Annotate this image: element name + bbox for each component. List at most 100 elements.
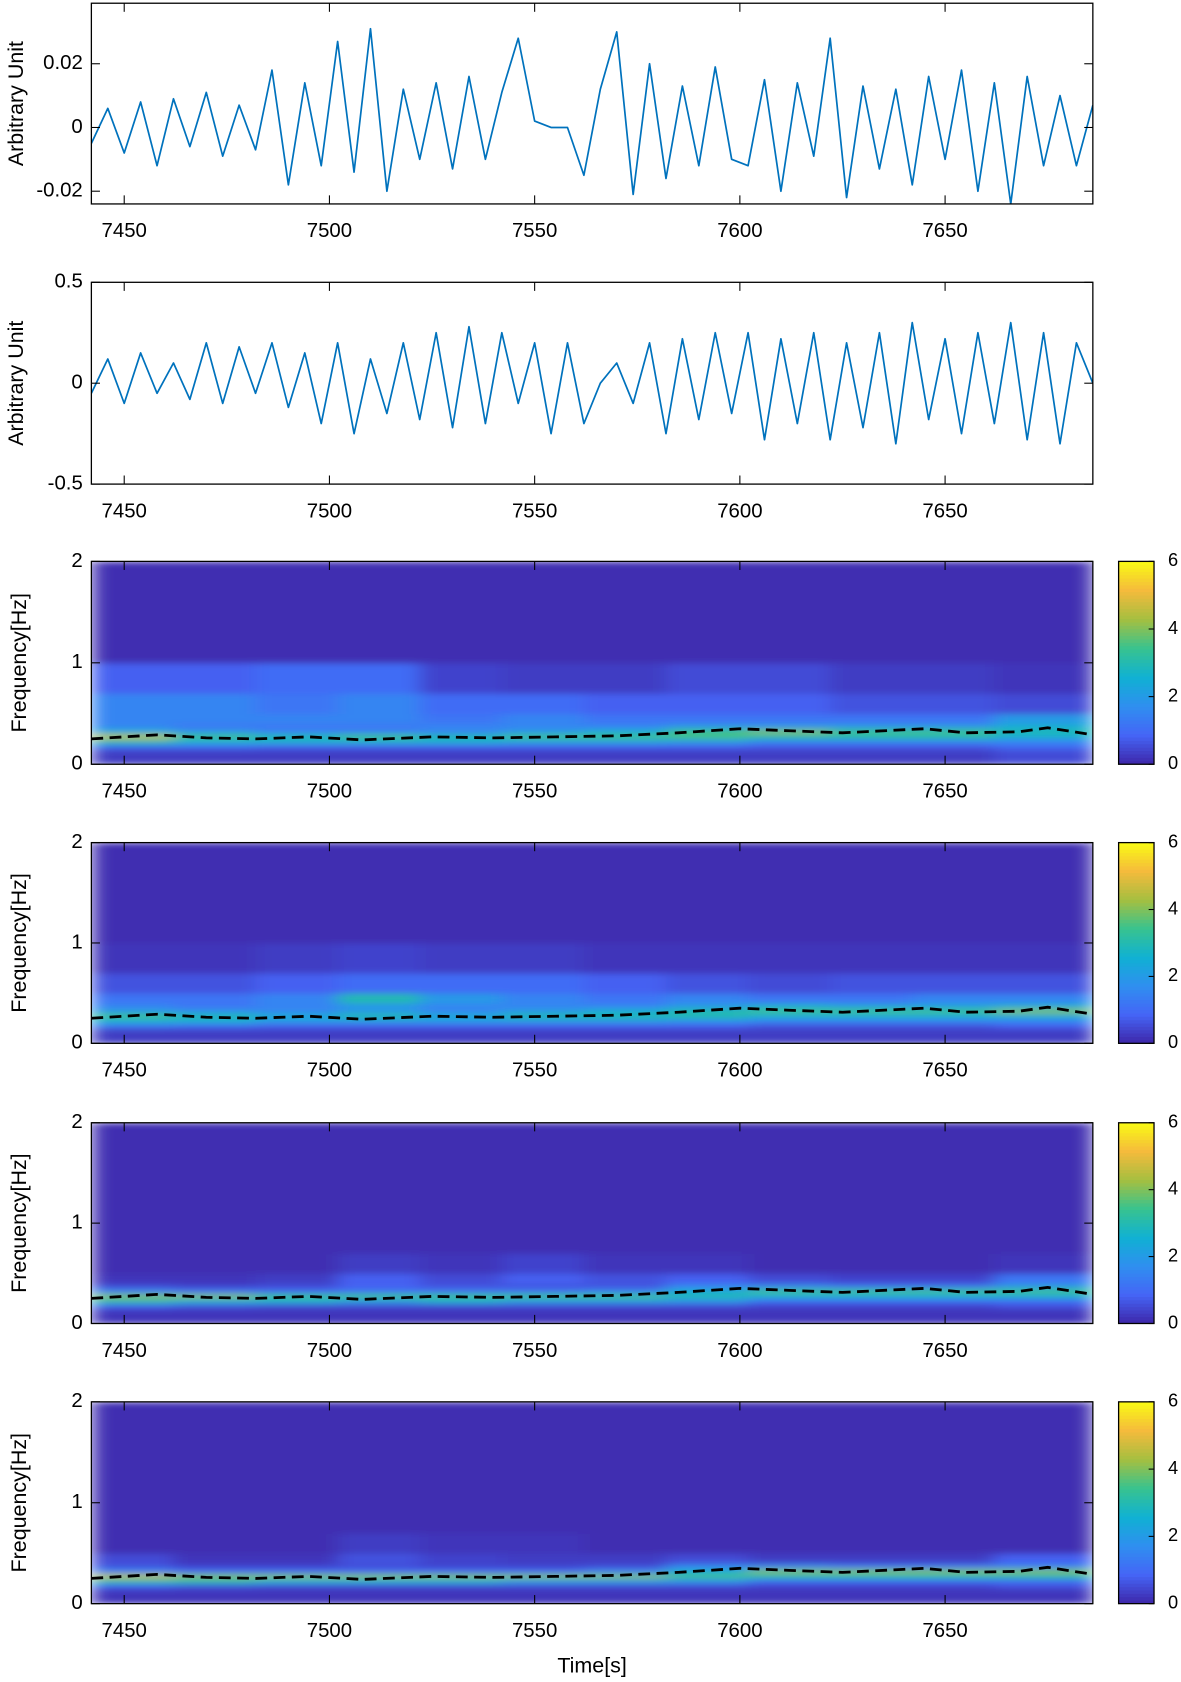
heatmap-cell bbox=[994, 1003, 1093, 1009]
heatmap-cell bbox=[501, 728, 585, 735]
colorbar-stripe bbox=[1118, 659, 1155, 664]
heatmap-cell bbox=[994, 1018, 1093, 1024]
heatmap-cell bbox=[91, 1563, 174, 1569]
colorbar-stripe bbox=[1118, 1522, 1155, 1527]
heatmap-cell bbox=[501, 743, 585, 750]
colorbar-stripe bbox=[1118, 1229, 1155, 1234]
colorbar-stripe bbox=[1118, 1536, 1155, 1541]
heatmap-cell bbox=[337, 1588, 421, 1604]
heatmap-cell bbox=[912, 1502, 995, 1534]
heatmap-cell bbox=[583, 693, 667, 715]
colorbar-stripe bbox=[1118, 1458, 1155, 1463]
heatmap-cell bbox=[337, 1028, 421, 1044]
heatmap-cell bbox=[748, 1013, 831, 1019]
colorbar-stripe bbox=[1118, 757, 1155, 762]
heatmap-cell bbox=[748, 693, 831, 715]
colorbar-stripe bbox=[1118, 986, 1155, 991]
heatmap-cell bbox=[91, 942, 174, 974]
x-tick-label: 7500 bbox=[307, 500, 352, 522]
colorbar-stripe bbox=[1118, 733, 1155, 738]
heatmap-cell bbox=[91, 1588, 174, 1604]
heatmap-cell bbox=[583, 1502, 667, 1534]
y-tick-label: 2 bbox=[71, 1111, 82, 1133]
heatmap-cell bbox=[255, 1401, 339, 1504]
heatmap-cell bbox=[419, 1018, 503, 1024]
heatmap-cell bbox=[583, 973, 667, 994]
heatmap-cell bbox=[337, 1573, 421, 1579]
heatmap-cell bbox=[255, 693, 339, 715]
heatmap-cell bbox=[912, 973, 995, 994]
heatmap-cell bbox=[501, 1563, 585, 1569]
y-tick-label: 1 bbox=[71, 931, 82, 953]
panel: 0 2 4 6 7450 7500 7550 7600 7650 0 1 2 Frequency[Hz] bbox=[7, 1111, 1178, 1362]
heatmap-cell bbox=[994, 713, 1093, 725]
heatmap-cell bbox=[255, 942, 339, 974]
heatmap-cell bbox=[91, 1298, 174, 1304]
heatmap-cell bbox=[255, 1303, 339, 1309]
heatmap-cell bbox=[501, 1588, 585, 1604]
heatmap-cell bbox=[748, 1298, 831, 1304]
colorbar-stripe bbox=[1118, 699, 1155, 704]
heatmap-cell bbox=[173, 693, 257, 715]
colorbar-stripe bbox=[1118, 942, 1155, 947]
colorbar-stripe bbox=[1118, 1142, 1155, 1147]
colorbar-stripe bbox=[1118, 1155, 1155, 1160]
x-tick-label: 7550 bbox=[512, 781, 557, 803]
heatmap-cell bbox=[337, 1298, 421, 1304]
colorbar-stripe bbox=[1118, 899, 1155, 904]
heatmap-cell bbox=[830, 733, 913, 740]
heatmap-cell bbox=[912, 993, 995, 1004]
heatmap-cell bbox=[583, 1578, 667, 1584]
colorbar-stripe bbox=[1118, 686, 1155, 691]
heatmap-cell bbox=[337, 662, 421, 694]
heatmap-cell bbox=[912, 662, 995, 694]
heatmap-cell bbox=[748, 1578, 831, 1584]
heatmap-cell bbox=[91, 1223, 174, 1254]
heatmap-cell bbox=[665, 1122, 749, 1224]
colorbar-stripe bbox=[1118, 848, 1155, 853]
heatmap-cell bbox=[748, 1553, 831, 1564]
colorbar-stripe bbox=[1118, 1179, 1155, 1184]
colorbar-stripe bbox=[1118, 618, 1155, 623]
heatmap-cell bbox=[173, 1288, 257, 1294]
heatmap-cell bbox=[91, 1283, 174, 1289]
heatmap-cell bbox=[91, 842, 174, 944]
colorbar-stripe bbox=[1118, 635, 1155, 640]
heatmap-cell bbox=[255, 1273, 339, 1284]
heatmap-cell bbox=[173, 749, 257, 765]
colorbar-stripe bbox=[1118, 577, 1155, 582]
heatmap-cell bbox=[830, 1533, 913, 1554]
heatmap-cell bbox=[337, 1502, 421, 1534]
heatmap-cell bbox=[830, 1573, 913, 1579]
colorbar-stripe bbox=[1118, 1431, 1155, 1436]
heatmap-cell bbox=[994, 749, 1093, 765]
heatmap-cell bbox=[255, 1023, 339, 1029]
x-tick-label: 7550 bbox=[512, 1340, 557, 1362]
colorbar-stripe bbox=[1118, 869, 1155, 874]
heatmap-cell bbox=[748, 1283, 831, 1289]
heatmap-cell bbox=[419, 973, 503, 994]
colorbar-stripe bbox=[1118, 682, 1155, 687]
colorbar-stripe bbox=[1118, 976, 1155, 981]
x-tick-label: 7600 bbox=[717, 781, 762, 803]
heatmap-cell bbox=[255, 1288, 339, 1294]
heatmap-cell bbox=[748, 1573, 831, 1579]
heatmap-cell bbox=[419, 1122, 503, 1224]
heatmap-cell bbox=[419, 693, 503, 715]
heatmap-cell bbox=[912, 1293, 995, 1299]
colorbar-tick-label: 6 bbox=[1168, 830, 1178, 851]
heatmap-cell bbox=[501, 993, 585, 1004]
heatmap-cell bbox=[583, 1401, 667, 1504]
colorbar-stripe bbox=[1118, 1542, 1155, 1547]
heatmap-cell bbox=[665, 713, 749, 725]
heatmap-cell bbox=[830, 1013, 913, 1019]
heatmap-cell bbox=[419, 723, 503, 730]
heatmap-cell bbox=[419, 1223, 503, 1254]
colorbar-stripe bbox=[1118, 1408, 1155, 1413]
heatmap-cell bbox=[419, 1298, 503, 1304]
heatmap-cell bbox=[173, 1122, 257, 1224]
colorbar-stripe bbox=[1118, 611, 1155, 616]
heatmap-cell bbox=[337, 743, 421, 750]
colorbar-stripe bbox=[1118, 676, 1155, 681]
